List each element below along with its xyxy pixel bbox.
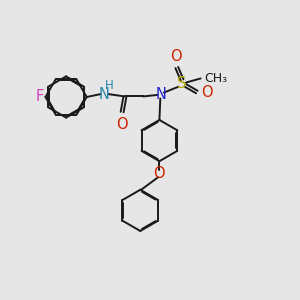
Text: N: N: [155, 87, 166, 102]
Text: O: O: [154, 166, 165, 181]
Text: F: F: [36, 89, 44, 104]
Text: O: O: [170, 49, 182, 64]
Text: H: H: [105, 79, 114, 92]
Text: CH₃: CH₃: [204, 72, 227, 85]
Text: O: O: [201, 85, 212, 100]
Text: N: N: [99, 87, 110, 102]
Text: S: S: [177, 76, 187, 91]
Text: O: O: [116, 117, 127, 132]
